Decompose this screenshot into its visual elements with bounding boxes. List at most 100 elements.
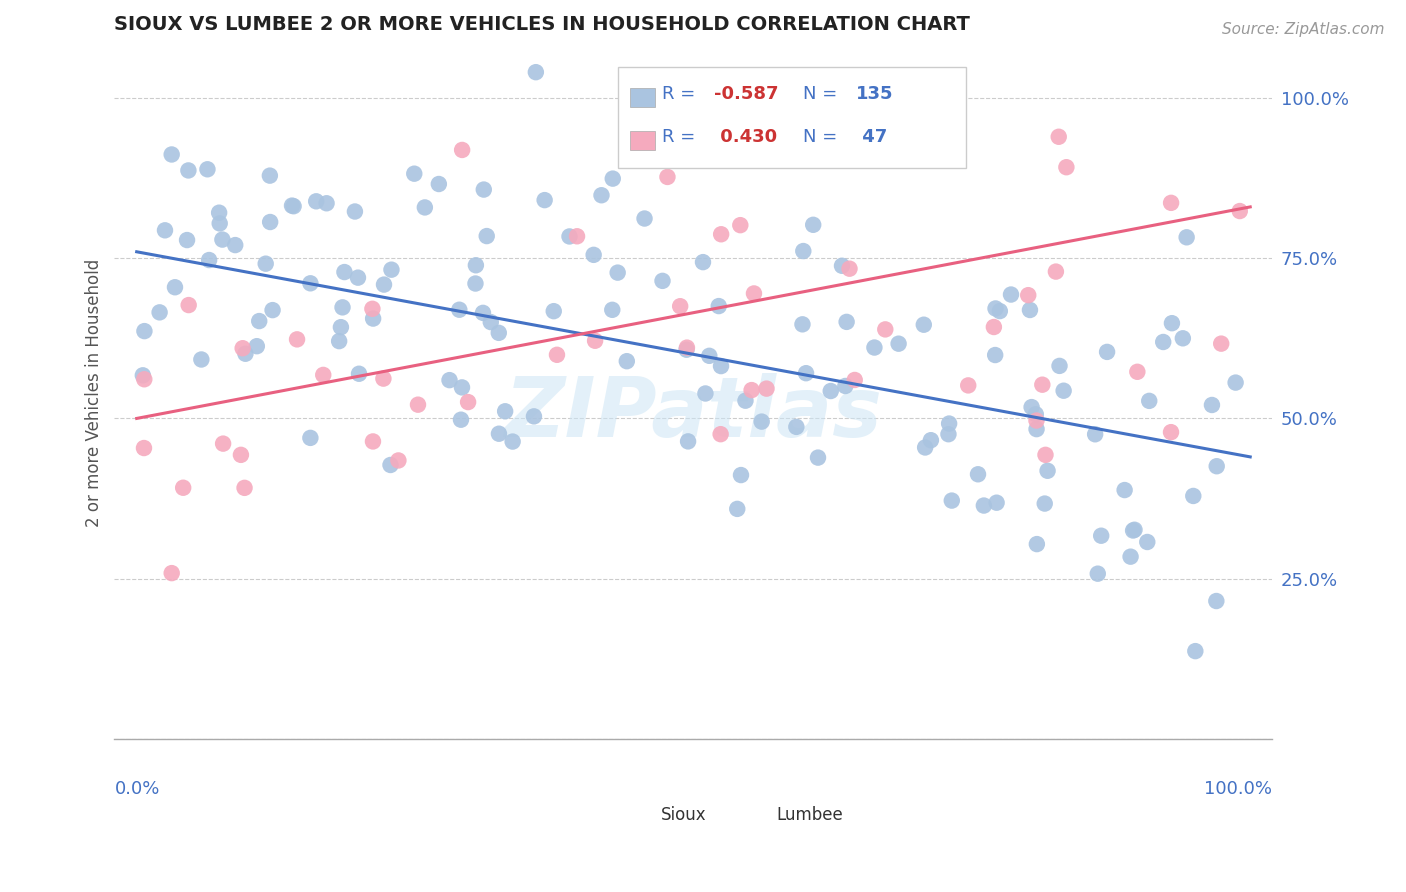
Point: [938, 427, 960, 442]
Point: [807, 450, 830, 465]
Point: [176, 233, 198, 247]
Point: [1045, 264, 1067, 278]
Point: [233, 481, 256, 495]
Point: [450, 413, 472, 427]
Point: [1136, 535, 1159, 549]
Point: [984, 348, 1007, 362]
Point: [838, 261, 860, 276]
Point: [259, 169, 281, 183]
Point: [457, 395, 479, 409]
Point: [633, 211, 655, 226]
Point: [558, 229, 581, 244]
Point: [373, 277, 395, 292]
Point: [1017, 288, 1039, 302]
Point: [730, 468, 752, 483]
Point: [695, 386, 717, 401]
Point: [1182, 489, 1205, 503]
Point: [160, 566, 183, 581]
Point: [1137, 393, 1160, 408]
Point: [785, 420, 807, 434]
Point: [988, 304, 1011, 318]
Point: [464, 258, 486, 272]
Point: [299, 431, 322, 445]
Text: 0.430: 0.430: [714, 128, 778, 145]
Point: [1090, 529, 1112, 543]
Point: [475, 229, 498, 244]
Point: [912, 318, 935, 332]
Point: [229, 448, 252, 462]
Text: 47: 47: [856, 128, 887, 145]
Point: [730, 218, 752, 232]
Point: [235, 347, 257, 361]
Point: [583, 334, 606, 348]
Point: [332, 301, 354, 315]
Point: [259, 215, 281, 229]
Point: [427, 177, 450, 191]
Point: [1021, 400, 1043, 414]
Point: [449, 302, 471, 317]
Bar: [630, 88, 655, 107]
Point: [651, 274, 673, 288]
Bar: [619, 805, 652, 825]
Point: [479, 315, 502, 329]
Point: [1025, 413, 1047, 427]
Bar: [630, 131, 655, 150]
Point: [1087, 566, 1109, 581]
Point: [198, 253, 221, 268]
Point: [742, 286, 765, 301]
Point: [600, 302, 623, 317]
Point: [606, 266, 628, 280]
Point: [464, 277, 486, 291]
Point: [675, 343, 697, 357]
Point: [1126, 365, 1149, 379]
Point: [305, 194, 328, 209]
Point: [451, 143, 474, 157]
Point: [1152, 334, 1174, 349]
Point: [1025, 422, 1047, 436]
Point: [1052, 384, 1074, 398]
Point: [973, 499, 995, 513]
Point: [1000, 287, 1022, 301]
Point: [312, 368, 335, 382]
Text: R =: R =: [662, 128, 702, 145]
Point: [472, 306, 495, 320]
Point: [281, 198, 304, 212]
Point: [957, 378, 980, 392]
Point: [262, 303, 284, 318]
Point: [149, 305, 172, 319]
Point: [938, 417, 960, 431]
Point: [347, 270, 370, 285]
Point: [439, 373, 461, 387]
Point: [1054, 160, 1077, 174]
Point: [232, 341, 254, 355]
Text: 100.0%: 100.0%: [1205, 780, 1272, 798]
Point: [1031, 377, 1053, 392]
Text: N =: N =: [803, 85, 844, 103]
Point: [582, 248, 605, 262]
Point: [328, 334, 350, 348]
Point: [543, 304, 565, 318]
Text: SIOUX VS LUMBEE 2 OR MORE VEHICLES IN HOUSEHOLD CORRELATION CHART: SIOUX VS LUMBEE 2 OR MORE VEHICLES IN HO…: [114, 15, 970, 34]
Point: [132, 368, 155, 383]
Point: [153, 223, 176, 237]
Point: [704, 120, 727, 135]
Point: [792, 318, 814, 332]
Point: [329, 320, 352, 334]
Point: [920, 433, 942, 447]
Point: [941, 493, 963, 508]
Point: [710, 427, 733, 442]
Point: [472, 183, 495, 197]
Point: [1160, 195, 1182, 210]
Point: [801, 218, 824, 232]
Point: [347, 367, 370, 381]
Text: Source: ZipAtlas.com: Source: ZipAtlas.com: [1222, 22, 1385, 37]
Point: [1025, 407, 1047, 421]
Point: [835, 315, 858, 329]
Text: ZIPatlas: ZIPatlas: [505, 373, 883, 454]
Point: [361, 301, 384, 316]
Point: [247, 314, 270, 328]
Point: [208, 205, 231, 219]
Point: [387, 453, 409, 467]
Point: [380, 262, 402, 277]
Point: [488, 326, 510, 340]
